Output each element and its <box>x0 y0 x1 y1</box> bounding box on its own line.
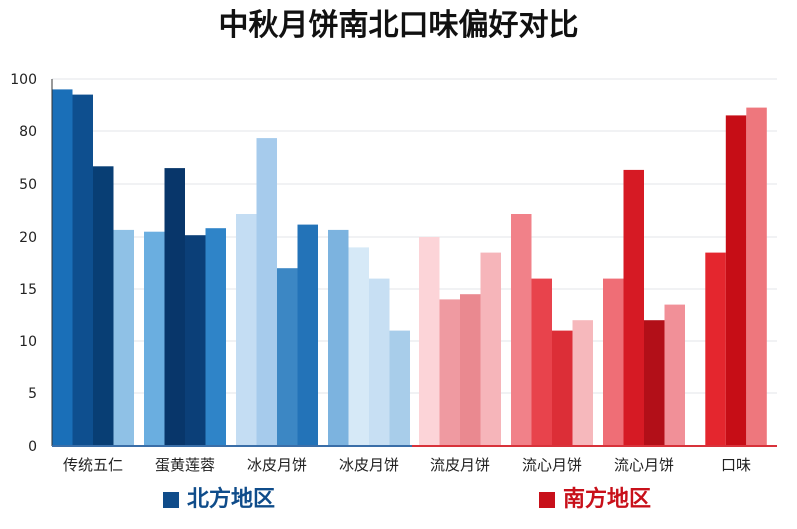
bar <box>603 278 624 446</box>
y-tick-label: 100 <box>10 72 37 88</box>
bar <box>572 320 593 446</box>
legend-item-south: 南方地区 <box>539 486 651 514</box>
chart-title: 中秋月饼南北口味偏好对比 <box>218 8 579 43</box>
bar <box>664 304 685 446</box>
bar <box>705 252 726 446</box>
bar <box>72 94 93 446</box>
bar <box>746 107 767 446</box>
bar <box>419 237 440 446</box>
x-tick-label: 传统五仁 <box>63 456 123 474</box>
y-tick-label: 15 <box>19 282 37 298</box>
y-tick-label: 0 <box>28 439 37 455</box>
x-tick-label: 冰皮月饼 <box>339 456 399 474</box>
bar <box>277 268 298 446</box>
axes <box>51 79 777 447</box>
y-tick-label: 5 <box>28 386 37 402</box>
y-tick-label: 10 <box>19 334 37 350</box>
x-tick-label: 流皮月饼 <box>430 456 490 474</box>
bar <box>256 138 277 446</box>
bar <box>531 278 552 446</box>
bar <box>52 89 73 447</box>
bar <box>552 330 573 446</box>
bar <box>480 252 501 446</box>
bars <box>52 89 767 447</box>
x-tick-label: 流心月饼 <box>614 456 674 474</box>
y-tick-label: 80 <box>19 124 37 140</box>
bar <box>164 168 185 446</box>
bar <box>297 224 318 446</box>
x-tick-label: 冰皮月饼 <box>247 456 307 474</box>
bar <box>725 115 747 447</box>
bar <box>439 299 460 446</box>
x-tick-label: 口味 <box>721 456 751 474</box>
y-tick-label: 50 <box>19 177 37 193</box>
legend-label-north: 北方地区 <box>187 487 276 512</box>
bar <box>369 278 390 446</box>
legend-item-north: 北方地区 <box>163 486 275 514</box>
bar <box>389 330 410 446</box>
x-tick-label: 流心月饼 <box>522 456 582 474</box>
bar <box>644 320 665 446</box>
legend-label-south: 南方地区 <box>563 487 652 512</box>
bar <box>236 214 257 446</box>
bar <box>348 247 369 446</box>
bar <box>144 231 165 446</box>
x-tick-label: 蛋黄莲蓉 <box>155 456 215 474</box>
bar <box>328 229 349 446</box>
bar <box>113 229 134 446</box>
bar <box>205 228 226 446</box>
tick-labels: 0 5 10 15 20 50 80 100 传统五仁 蛋黄莲蓉 冰皮月饼 冰皮月饼 流皮月饼 流心月饼 流… <box>10 72 751 474</box>
bar <box>511 214 532 446</box>
bar <box>460 294 481 446</box>
legend-swatch-north <box>163 492 179 508</box>
bar <box>93 166 114 447</box>
bar <box>623 169 644 446</box>
bar <box>185 235 206 446</box>
y-tick-label: 20 <box>19 230 37 246</box>
legend-swatch-south <box>539 492 555 508</box>
